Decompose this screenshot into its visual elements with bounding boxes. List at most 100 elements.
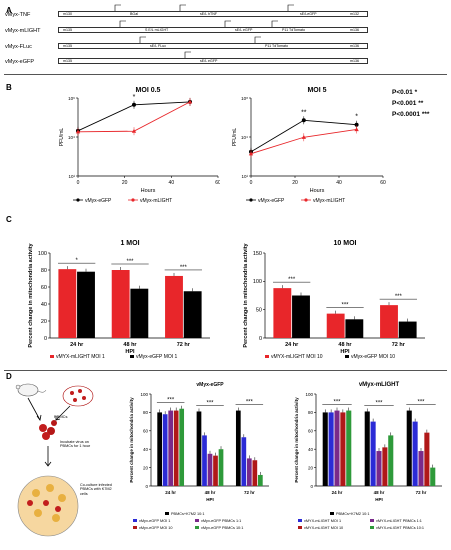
significance-label: * [75, 258, 78, 264]
coculture-schematic: PBMCs Incubate virus on PBMCs for 1 hour… [15, 383, 112, 537]
construct-bar [58, 58, 368, 64]
construct-name: vMyx-FLuc [5, 44, 32, 50]
bar [370, 421, 376, 486]
data-point [354, 122, 359, 127]
bar [328, 412, 334, 486]
x-tick-label: 72 hr [244, 490, 255, 495]
data-point [132, 102, 136, 107]
x-tick-label: 72 hr [416, 490, 427, 495]
right-flank-label: m132 [350, 12, 359, 16]
x-tick-label: 24 hr [285, 342, 299, 348]
y-axis-label: Percent change in mitochondria activity [129, 397, 134, 483]
y-axis-label: Percent change in mitochondria activity [243, 242, 249, 347]
bar [235, 410, 241, 486]
significance-label: *** [180, 265, 188, 271]
bar-chart-vmyx-egfp-pbmc: vMyx-eGFP 0 20 40 60 80 100 Percent change in m… [129, 382, 269, 530]
legend-swatch [370, 526, 374, 529]
bar [111, 270, 130, 338]
legend-label: vMYX-mLIGHT MOI 10 [271, 354, 323, 360]
legend-swatch [133, 519, 137, 522]
data-point [75, 129, 81, 134]
significance-label: ** [301, 109, 307, 116]
promoter-arrows [114, 4, 294, 58]
bar [173, 410, 179, 486]
bar [430, 467, 436, 486]
legend-label: vMYX-mLIGHT MOI 10 [304, 526, 343, 530]
bar [322, 412, 328, 486]
line-chart-moi-0-5: MOI 0.5 0 20 40 60 10¹ 10⁴ 10⁶ Hours PFU/mL * vMyx-… [59, 87, 220, 204]
bar-chart-10-moi: 10 MOI 0 50 100 150 Percent change in mitocho… [243, 240, 425, 360]
bar [58, 269, 77, 338]
significance-label: *** [333, 400, 341, 406]
y-tick-label: 100 [305, 392, 313, 397]
significance-label: *** [246, 400, 254, 406]
y-tick-label: 40 [41, 302, 47, 308]
left-flank-label: m135 [63, 28, 72, 32]
mouse-icon [15, 383, 47, 397]
bar [130, 288, 149, 338]
legend-swatch [165, 512, 169, 515]
bar [257, 474, 263, 486]
panel-letter-a: A [6, 6, 12, 15]
legend-label: vMyx-eGFP MOI 1 [136, 354, 178, 360]
y-tick-label: 10⁴ [241, 135, 248, 140]
x-axis-label: HPI [206, 497, 214, 502]
bar [218, 449, 224, 486]
x-tick-label: 72 hr [392, 342, 406, 348]
bar-chart-vmyx-mlight-pbmc: vMyx-mLIGHT 0 20 40 60 80 100 Percent change in… [294, 382, 442, 530]
significance-label: * [355, 114, 358, 121]
right-flank-label: m136 [350, 44, 359, 48]
y-tick-label: 20 [308, 465, 314, 470]
data-point [301, 118, 306, 123]
construct-name: vMyx-eGFP [5, 59, 35, 65]
panel-letter-d: D [6, 372, 12, 381]
legend-label: vMyx-eGFP MOI 10 [351, 354, 395, 360]
bar [388, 435, 394, 486]
bar [380, 305, 398, 338]
segment-label: sE/L hTNF [200, 12, 218, 16]
bar [292, 295, 310, 338]
y-tick-label: 0 [145, 484, 148, 489]
bar [364, 411, 370, 486]
significance-label: *** [288, 277, 296, 283]
bar [326, 313, 345, 338]
legend-marker [304, 198, 308, 202]
y-axis-label: PFU/mL [59, 128, 65, 147]
legend-swatch [370, 519, 374, 522]
left-flank-label: m130 [63, 12, 72, 16]
y-tick-label: 80 [143, 410, 149, 415]
legend-swatch [50, 355, 54, 358]
y-tick-label: 10⁸ [241, 96, 248, 101]
bar [165, 275, 183, 338]
significance-label: *** [395, 294, 403, 300]
chart-title: vMyx-mLIGHT [359, 382, 400, 388]
y-tick-label: 100 [253, 279, 262, 285]
chart-title: MOI 0.5 [136, 87, 161, 94]
right-flank-label: m136 [350, 28, 359, 32]
y-tick-label: 10⁶ [68, 96, 75, 101]
bar [77, 271, 95, 338]
legend-swatch [345, 355, 349, 358]
segment-label: BGal [130, 12, 138, 16]
data-point [187, 99, 193, 104]
x-tick-label: 48 hr [123, 342, 137, 348]
legend-swatch [298, 526, 302, 529]
bar [382, 447, 388, 486]
data-point [301, 135, 306, 139]
x-axis-label: HPI [375, 497, 383, 502]
segment-label: S E/L mLIGHT [145, 28, 169, 32]
y-tick-label: 20 [41, 319, 47, 325]
significance-label: *** [341, 303, 349, 309]
bar [406, 410, 412, 486]
legend-label: vMyx-mLIGHT [140, 198, 172, 204]
data-point [131, 128, 137, 133]
data-point [354, 127, 359, 132]
legend-swatch [265, 355, 269, 358]
legend-label: vMyx-eGFP MOI 1 [139, 519, 170, 523]
y-tick-label: 10⁴ [68, 135, 75, 140]
bar [162, 414, 168, 486]
x-axis-label: HPI [125, 349, 135, 355]
culture-dish-icon [17, 475, 79, 537]
segment-label: P11 TdTomato [282, 28, 306, 32]
bar [418, 451, 424, 486]
